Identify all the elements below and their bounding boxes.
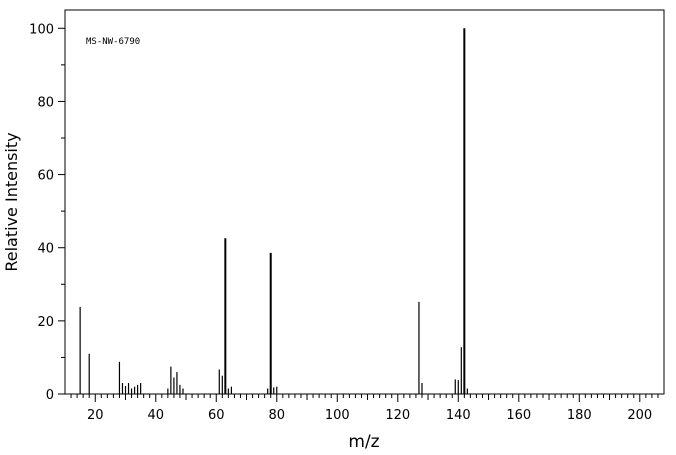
y-axis: 0 20 40 60 80 100 [29,22,65,403]
x-tick-label: 60 [208,408,225,423]
x-tick-label: 200 [627,408,652,423]
x-axis: 20 40 60 80 100 120 140 160 180 200 [70,394,659,423]
y-tick-label: 40 [37,242,54,257]
y-tick-label: 100 [29,22,54,37]
x-tick-label: 140 [446,408,471,423]
x-tick-label: 80 [268,408,285,423]
spectrum-id-annotation: MS-NW-6790 [86,37,140,47]
x-tick-label: 100 [325,408,350,423]
y-axis-label: Relative Intensity [2,132,21,271]
x-tick-label: 160 [506,408,531,423]
peak-series [79,28,468,394]
x-tick-label: 120 [385,408,410,423]
x-axis-label: m/z [348,432,379,452]
x-tick-label: 20 [87,408,104,423]
x-tick-label: 180 [567,408,592,423]
plot-frame [64,9,665,395]
x-tick-label: 40 [147,408,164,423]
y-tick-label: 80 [37,95,54,110]
y-tick-label: 20 [37,315,54,330]
y-tick-label: 0 [46,388,54,403]
y-tick-label: 60 [37,169,54,184]
